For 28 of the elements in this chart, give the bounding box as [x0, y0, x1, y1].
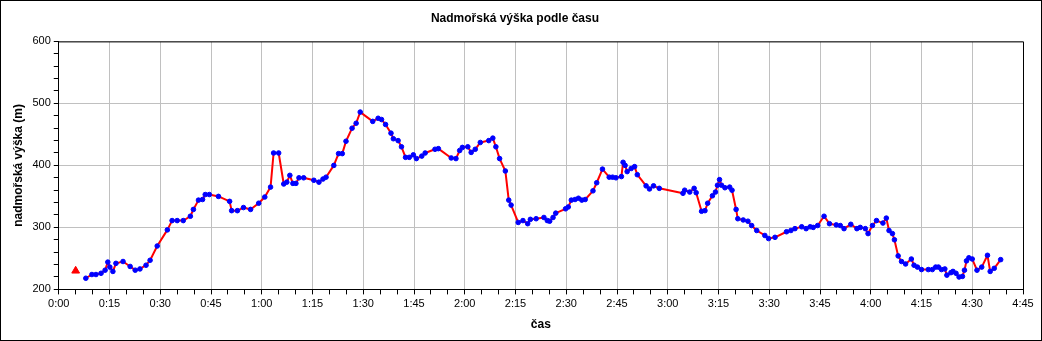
- x-tick-label: 2:15: [504, 297, 527, 310]
- x-tick-label: 3:45: [809, 297, 831, 310]
- x-tick-label: 3:00: [657, 297, 679, 310]
- x-tick-label: 1:00: [251, 297, 273, 310]
- x-tick-label: 4:30: [961, 297, 983, 310]
- chart-title: Nadmořská výška podle času: [430, 10, 600, 25]
- x-tick-label: 4:15: [910, 297, 933, 310]
- x-tick-label: 1:15: [301, 297, 324, 310]
- x-tick-label: 0:30: [149, 297, 171, 310]
- y-tick-label: 400: [32, 158, 51, 171]
- x-tick-label: 2:45: [606, 297, 628, 310]
- x-tick-label: 2:30: [555, 297, 577, 310]
- x-tick-label: 0:15: [98, 297, 121, 310]
- x-tick-label: 1:30: [352, 297, 374, 310]
- y-tick-label: 200: [32, 282, 51, 295]
- y-axis-title: nadmořská výška (m): [10, 104, 25, 227]
- y-tick-label: 300: [32, 220, 51, 233]
- x-tick-label: 2:00: [454, 297, 476, 310]
- x-axis-title: čas: [530, 317, 552, 332]
- x-tick-label: 0:45: [200, 297, 222, 310]
- x-tick-label: 4:45: [1012, 297, 1034, 310]
- y-tick-label: 600: [32, 34, 51, 47]
- x-tick-label: 3:15: [707, 297, 730, 310]
- x-tick-label: 3:30: [758, 297, 780, 310]
- x-tick-label: 4:00: [860, 297, 882, 310]
- x-tick-label: 1:45: [403, 297, 425, 310]
- x-tick-label: 0:00: [48, 297, 70, 310]
- y-tick-label: 500: [32, 96, 51, 109]
